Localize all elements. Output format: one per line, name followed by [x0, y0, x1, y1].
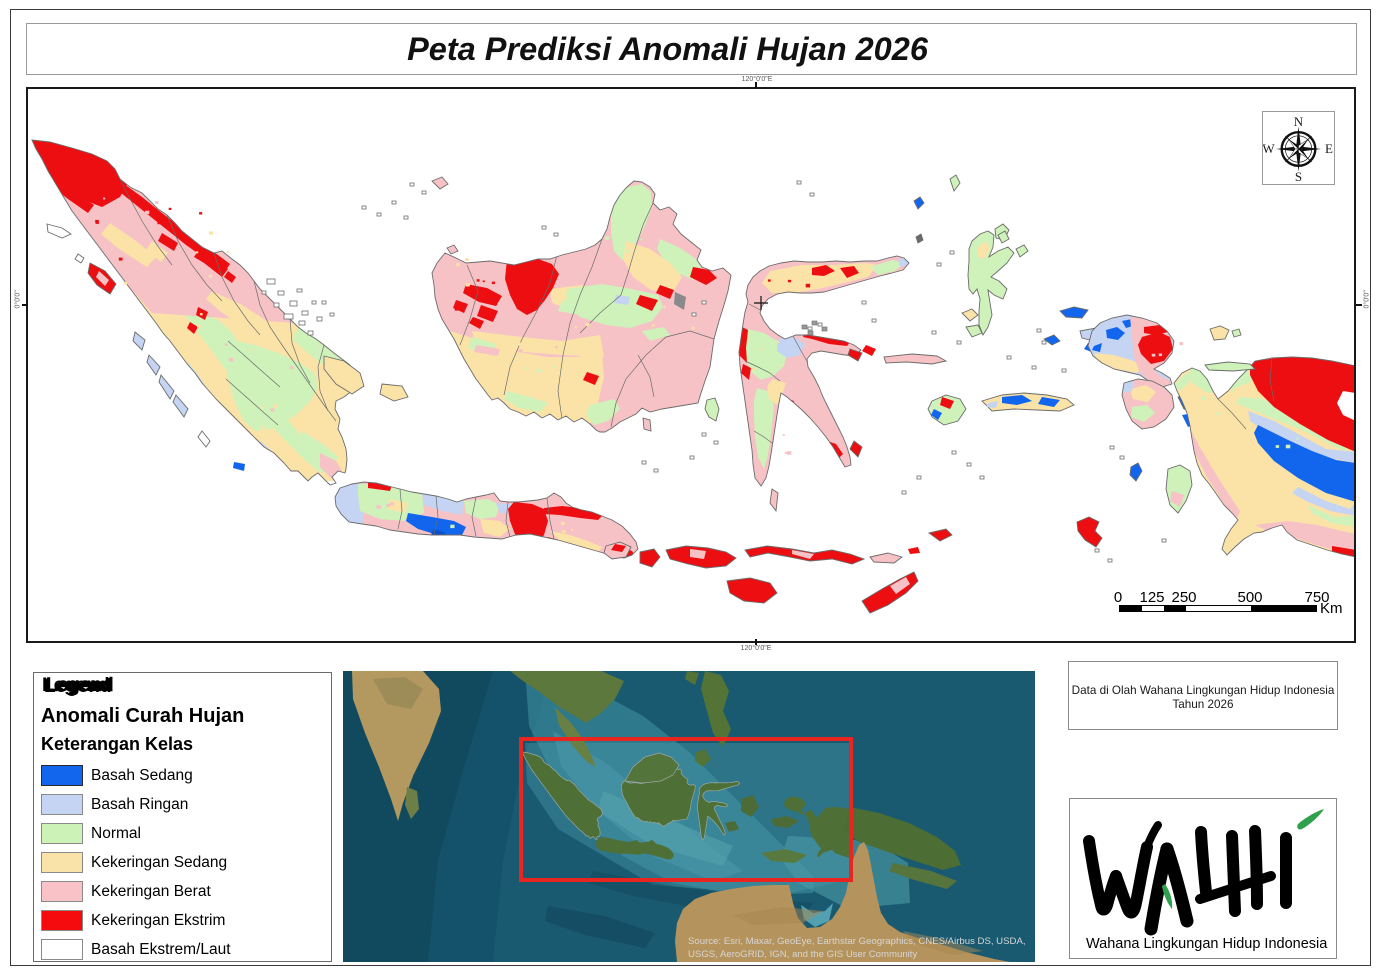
svg-text:Wahana Lingkungan Hidup Indone: Wahana Lingkungan Hidup Indonesia: [1086, 936, 1328, 952]
svg-text:N: N: [1294, 114, 1304, 129]
svg-text:USGS, AeroGRID, IGN, and the G: USGS, AeroGRID, IGN, and the GIS User Co…: [688, 949, 917, 960]
svg-text:W: W: [1263, 141, 1275, 156]
svg-text:Source: Esri, Maxar, GeoEye, E: Source: Esri, Maxar, GeoEye, Earthstar G…: [688, 936, 1026, 947]
svg-text:E: E: [1325, 141, 1333, 156]
svg-text:S: S: [1295, 169, 1302, 184]
